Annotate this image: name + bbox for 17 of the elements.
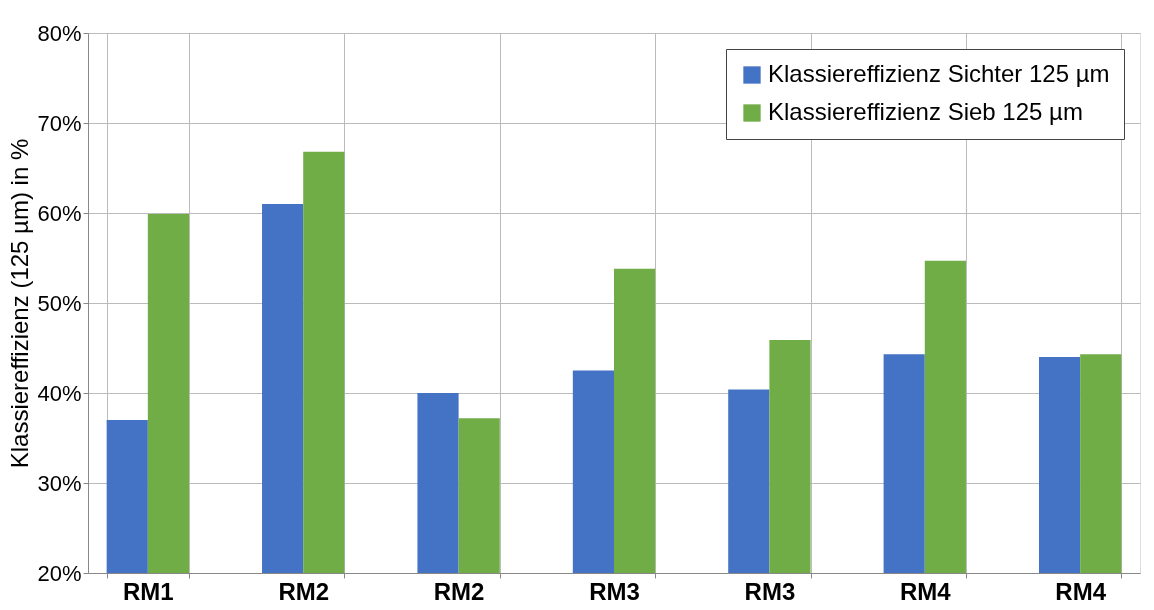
x-tick-label: RM2: [433, 577, 485, 605]
legend-label: Klassiereffizienz Sieb 125 µm: [768, 98, 1083, 125]
x-tick-label: RM4: [899, 577, 952, 605]
y-tick-label: 80%: [37, 20, 82, 46]
y-tick-label: 30%: [37, 470, 82, 496]
y-tick-label: 70%: [37, 110, 82, 136]
x-tick-label: RM1: [122, 577, 174, 605]
x-tick-label: RM2: [278, 577, 330, 605]
x-tick-label: RM3: [589, 577, 640, 605]
x-tick-label: RM3: [744, 577, 796, 605]
y-tick-label: 50%: [37, 290, 82, 316]
y-tick-label: 20%: [37, 560, 82, 586]
y-tick-label: 40%: [37, 380, 82, 406]
x-tick-label: RM4: [1055, 577, 1107, 605]
y-axis-title: Klassiereffizienz (125 µm) in %: [6, 138, 34, 469]
y-tick-label: 60%: [37, 200, 82, 226]
legend-label: Klassiereffizienz Sichter 125 µm: [768, 60, 1110, 87]
